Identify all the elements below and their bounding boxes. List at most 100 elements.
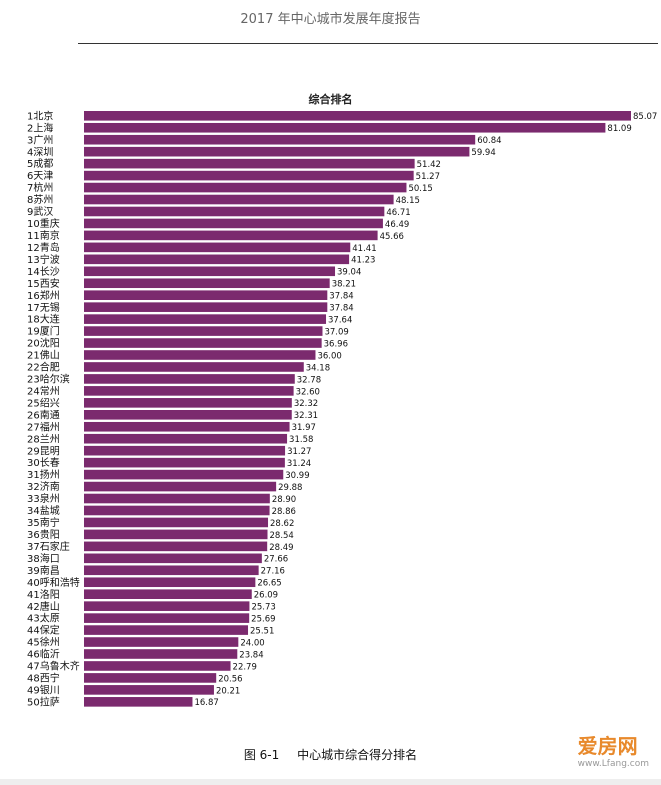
- value-label: 24.00: [240, 638, 264, 648]
- value-label: 28.54: [270, 531, 294, 541]
- category-label: 15西安: [27, 277, 60, 290]
- score-bar: [84, 122, 606, 133]
- category-label: 14长沙: [27, 266, 60, 278]
- category-label: 21佛山: [27, 349, 60, 362]
- score-bar: [84, 326, 323, 336]
- score-bar: [84, 362, 304, 372]
- caption-text: 中心城市综合得分排名: [297, 748, 418, 762]
- category-label: 26南通: [27, 408, 60, 421]
- category-label: 43太原: [27, 612, 60, 625]
- value-label: 37.64: [328, 316, 352, 326]
- score-bar: [84, 254, 350, 265]
- category-label: 47乌鲁木齐: [27, 660, 80, 673]
- category-label: 8苏州: [27, 193, 53, 206]
- score-bar: [84, 206, 385, 217]
- category-label: 34盐城: [27, 504, 60, 517]
- score-bar: [84, 218, 383, 229]
- value-label: 48.15: [396, 196, 420, 206]
- score-bar: [84, 290, 328, 300]
- value-label: 38.21: [332, 280, 356, 290]
- value-label: 36.00: [317, 351, 341, 361]
- value-label: 31.97: [292, 423, 316, 433]
- value-label: 32.60: [296, 387, 320, 397]
- header-rule: [78, 43, 658, 44]
- category-label: 24常州: [27, 384, 60, 397]
- value-label: 31.27: [287, 447, 311, 457]
- category-label: 27福州: [27, 420, 60, 433]
- value-label: 20.56: [218, 674, 242, 684]
- value-label: 51.27: [416, 172, 440, 182]
- category-label: 12青岛: [27, 241, 60, 254]
- category-label: 20沈阳: [27, 337, 60, 350]
- value-label: 46.49: [385, 220, 409, 230]
- category-label: 36贵阳: [27, 528, 60, 541]
- score-bar: [84, 601, 250, 611]
- category-label: 4深圳: [27, 146, 53, 158]
- value-label: 16.87: [194, 698, 218, 708]
- category-label: 16郑州: [27, 289, 60, 302]
- category-label: 6天津: [27, 170, 53, 182]
- score-bar: [84, 445, 286, 456]
- figure-caption: 图 6-1 中心城市综合得分排名: [0, 746, 661, 763]
- score-bar: [84, 278, 330, 289]
- value-label: 41.23: [351, 256, 375, 266]
- value-label: 25.51: [250, 626, 274, 636]
- category-label: 17无锡: [27, 301, 60, 314]
- value-label: 32.31: [294, 411, 318, 421]
- score-bar: [84, 469, 284, 480]
- score-bar: [84, 493, 270, 504]
- value-label: 25.69: [251, 615, 275, 625]
- score-bar: [84, 374, 295, 384]
- score-bar: [84, 398, 292, 408]
- category-label: 9武汉: [27, 205, 53, 218]
- value-label: 32.32: [294, 399, 318, 409]
- category-label: 28兰州: [27, 432, 60, 445]
- category-label: 38海口: [27, 552, 60, 565]
- score-bar: [84, 541, 268, 552]
- score-bar: [84, 505, 270, 516]
- value-label: 46.71: [386, 208, 410, 218]
- category-label: 3广州: [27, 134, 53, 146]
- score-bar: [84, 266, 336, 277]
- score-bar: [84, 433, 288, 444]
- category-label: 33泉州: [27, 492, 60, 505]
- value-label: 59.94: [471, 148, 495, 158]
- bottom-strip: [0, 779, 661, 785]
- value-label: 28.86: [272, 507, 296, 517]
- score-bar: [84, 386, 294, 396]
- value-label: 28.49: [269, 543, 293, 553]
- category-label: 1北京: [27, 109, 53, 122]
- category-label: 7杭州: [27, 181, 53, 194]
- category-label: 22合肥: [27, 361, 60, 374]
- value-label: 30.99: [285, 471, 309, 481]
- category-label: 32济南: [27, 480, 60, 493]
- value-label: 41.41: [352, 244, 376, 254]
- score-bar: [84, 637, 239, 647]
- score-bar: [84, 553, 262, 564]
- score-bar: [84, 302, 328, 312]
- score-bar: [84, 457, 285, 468]
- value-label: 45.66: [380, 232, 404, 242]
- category-label: 37石家庄: [27, 540, 70, 553]
- score-bar: [84, 589, 252, 599]
- category-label: 48西宁: [27, 672, 60, 685]
- value-label: 39.04: [337, 268, 361, 278]
- value-label: 85.07: [633, 112, 657, 122]
- category-label: 11南京: [27, 229, 60, 242]
- score-bar: [84, 685, 214, 695]
- value-label: 31.24: [287, 459, 311, 469]
- watermark-brand: 爱房网: [577, 734, 638, 758]
- score-bar: [84, 697, 193, 707]
- value-label: 34.18: [306, 363, 330, 373]
- score-bar: [84, 661, 231, 671]
- score-bar: [84, 242, 351, 253]
- value-label: 25.73: [251, 603, 275, 613]
- score-bar: [84, 625, 249, 635]
- score-bar: [84, 529, 268, 540]
- category-label: 23哈尔滨: [27, 373, 70, 386]
- chart-title: 综合排名: [308, 93, 353, 106]
- category-label: 46临沂: [27, 648, 60, 661]
- value-label: 28.62: [270, 519, 294, 529]
- value-label: 31.58: [289, 435, 313, 445]
